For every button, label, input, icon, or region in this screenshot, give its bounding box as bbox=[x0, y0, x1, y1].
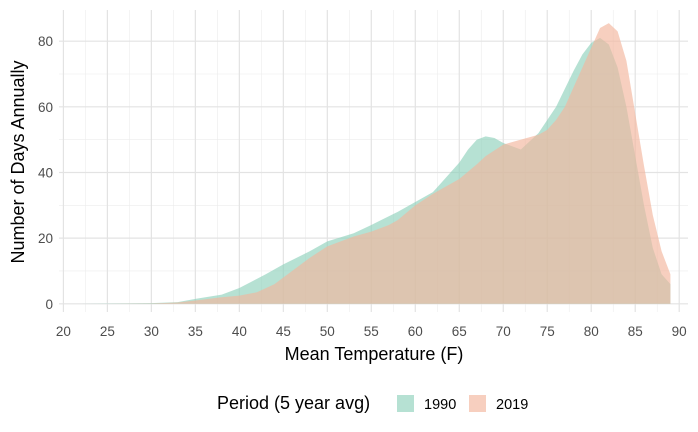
x-tick-label: 60 bbox=[408, 324, 423, 339]
x-tick-label: 30 bbox=[144, 324, 159, 339]
legend-key-2019 bbox=[469, 395, 486, 412]
legend: Period (5 year avg) 1990 2019 bbox=[217, 393, 528, 413]
y-tick-label: 40 bbox=[38, 165, 53, 180]
y-tick-label: 60 bbox=[38, 100, 53, 115]
legend-title: Period (5 year avg) bbox=[217, 393, 370, 413]
legend-label-1990: 1990 bbox=[424, 397, 456, 413]
x-tick-label: 45 bbox=[276, 324, 291, 339]
series-layer bbox=[80, 23, 671, 304]
x-tick-label: 20 bbox=[56, 324, 71, 339]
x-tick-label: 40 bbox=[232, 324, 247, 339]
x-tick-label: 80 bbox=[584, 324, 599, 339]
x-tick-labels: 20 25 30 35 40 45 50 55 60 65 70 75 80 85 90 bbox=[56, 324, 687, 339]
x-tick-label: 70 bbox=[496, 324, 511, 339]
x-tick-label: 85 bbox=[628, 324, 643, 339]
y-tick-labels: 0 20 40 60 80 bbox=[38, 34, 53, 312]
y-tick-label: 0 bbox=[45, 297, 53, 312]
y-tick-label: 80 bbox=[38, 34, 53, 49]
x-tick-label: 65 bbox=[452, 324, 467, 339]
x-tick-label: 75 bbox=[540, 324, 555, 339]
area-series-2019 bbox=[80, 23, 671, 304]
x-tick-label: 25 bbox=[100, 324, 115, 339]
x-tick-label: 90 bbox=[672, 324, 687, 339]
x-tick-label: 55 bbox=[364, 324, 379, 339]
y-tick-label: 20 bbox=[38, 231, 53, 246]
x-axis-title: Mean Temperature (F) bbox=[285, 344, 464, 364]
legend-key-1990 bbox=[397, 395, 414, 412]
x-tick-label: 50 bbox=[320, 324, 335, 339]
y-axis-title: Number of Days Annually bbox=[8, 60, 28, 263]
legend-label-2019: 2019 bbox=[496, 397, 528, 413]
x-tick-label: 35 bbox=[188, 324, 203, 339]
